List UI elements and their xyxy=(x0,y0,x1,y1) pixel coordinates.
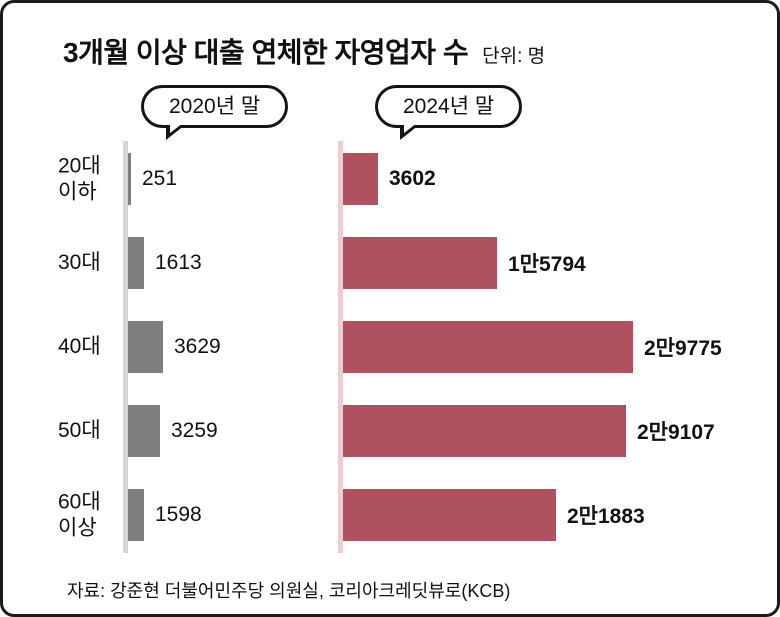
bar-2020 xyxy=(128,153,131,205)
axis-2020 xyxy=(123,141,128,553)
bar-2020 xyxy=(128,237,144,289)
bar-value-2020: 251 xyxy=(142,167,178,190)
bar-track-2020: 1598 xyxy=(128,473,202,557)
bar-value-2020: 1598 xyxy=(155,503,202,526)
bar-value-2024: 2만9775 xyxy=(644,337,722,360)
bar-track-2024: 2만9775 xyxy=(343,305,722,389)
bar-track-2024: 3602 xyxy=(343,137,436,221)
bar-2024 xyxy=(343,237,497,289)
age-label: 20대 이하 xyxy=(58,154,101,203)
bar-track-2020: 1613 xyxy=(128,221,202,305)
bar-2020 xyxy=(128,321,163,373)
bar-value-2020: 3629 xyxy=(174,335,221,358)
age-label: 30대 xyxy=(58,251,101,275)
chart-row: 60대 이상 1598 2만1883 xyxy=(3,473,777,557)
unit-label: 단위: 명 xyxy=(482,46,546,67)
bar-2024 xyxy=(343,405,626,457)
legend-bubble-2024: 2024년 말 xyxy=(375,85,523,141)
bar-track-2020: 251 xyxy=(128,137,177,221)
bar-track-2024: 1만5794 xyxy=(343,221,586,305)
bar-value-2024: 2만1883 xyxy=(567,505,645,528)
header: 3개월 이상 대출 연체한 자영업자 수 단위: 명 xyxy=(63,31,545,71)
bar-value-2024: 2만9107 xyxy=(637,421,715,444)
bar-2024 xyxy=(343,153,378,205)
chart-row: 30대 1613 1만5794 xyxy=(3,221,777,305)
legend-bubble-2020: 2020년 말 xyxy=(141,85,289,141)
bar-track-2020: 3629 xyxy=(128,305,221,389)
bar-track-2020: 3259 xyxy=(128,389,218,473)
age-label: 50대 xyxy=(58,419,101,443)
bar-2024 xyxy=(343,321,633,373)
bar-value-2020: 3259 xyxy=(171,419,218,442)
bar-value-2024: 3602 xyxy=(389,167,436,190)
bar-value-2024: 1만5794 xyxy=(508,253,586,276)
chart-area: 20대 이하 251 3602 30대 1613 1만5794 40대 xyxy=(3,137,777,557)
chart-row: 50대 3259 2만9107 xyxy=(3,389,777,473)
age-label: 60대 이상 xyxy=(58,490,101,539)
bar-value-2020: 1613 xyxy=(155,251,202,274)
bar-2020 xyxy=(128,489,144,541)
bar-track-2024: 2만9107 xyxy=(343,389,715,473)
bar-2024 xyxy=(343,489,556,541)
chart-title: 3개월 이상 대출 연체한 자영업자 수 xyxy=(63,37,469,68)
source-note: 자료: 강준현 더불어민주당 의원실, 코리아크레딧뷰로(KCB) xyxy=(67,581,511,601)
chart-row: 40대 3629 2만9775 xyxy=(3,305,777,389)
age-label: 40대 xyxy=(58,335,101,359)
bar-2020 xyxy=(128,405,160,457)
axis-2024 xyxy=(338,141,343,553)
bar-track-2024: 2만1883 xyxy=(343,473,645,557)
chart-row: 20대 이하 251 3602 xyxy=(3,137,777,221)
